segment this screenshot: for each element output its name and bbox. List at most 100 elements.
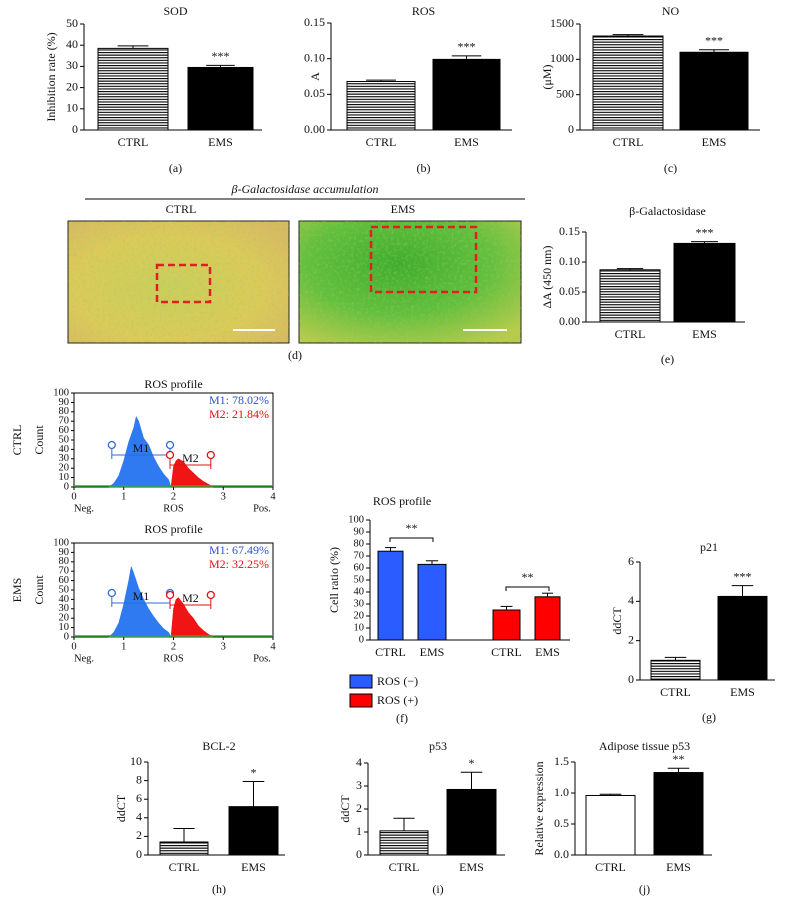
- y-tick-label: 100: [53, 537, 69, 548]
- x-tick-label: EMS: [241, 860, 266, 874]
- x-tick-label: EMS: [730, 685, 755, 699]
- y-tick-label: 500: [556, 86, 574, 100]
- x-axis-label: ROS: [163, 653, 184, 664]
- x-tick-label: CTRL: [366, 135, 397, 149]
- y-tick-label: 2: [136, 828, 142, 842]
- chart-title: BCL-2: [202, 739, 235, 753]
- chart-title: ROS profile: [144, 522, 202, 536]
- significance: ***: [458, 40, 476, 54]
- y-axis-label: Cell ratio (%): [327, 547, 341, 613]
- x-tick-label: EMS: [702, 135, 727, 149]
- y-tick-label: 80: [354, 538, 365, 549]
- legend-label: ROS (+): [377, 693, 418, 707]
- bar: [446, 788, 497, 856]
- x-tick-label: EMS: [420, 645, 445, 659]
- gate-handle: [165, 590, 175, 600]
- y-tick-label: 20: [59, 463, 70, 474]
- y-tick-label: 0: [72, 122, 78, 136]
- y-tick-label: 70: [354, 550, 365, 561]
- x-tick-label: 1: [121, 641, 126, 652]
- panel-label: (j): [639, 882, 650, 896]
- row-label: EMS: [10, 578, 24, 603]
- panel-label: (f): [396, 711, 408, 725]
- bar: [650, 659, 701, 681]
- panel-label: (e): [661, 352, 674, 366]
- bar: [653, 772, 704, 856]
- bar: [417, 563, 447, 641]
- annotation: **: [406, 521, 418, 535]
- panel-label: (h): [212, 882, 226, 896]
- x-tick-label: 4: [270, 491, 276, 502]
- texture: [299, 221, 521, 343]
- panel-label: (a): [169, 161, 182, 175]
- bar: [159, 841, 209, 856]
- y-tick-label: 60: [354, 562, 365, 573]
- bar: [432, 58, 501, 131]
- histogram-area: [108, 415, 172, 488]
- x-tick-label: EMS: [666, 860, 691, 874]
- significance: *: [469, 756, 475, 770]
- x-axis-label: ROS: [163, 503, 184, 514]
- y-tick-label: 30: [354, 598, 365, 609]
- roi-box: [369, 225, 478, 294]
- x-tick-label: EMS: [454, 135, 479, 149]
- legend-swatch: [349, 674, 373, 689]
- x-end-label: Pos.: [253, 653, 271, 664]
- y-tick-label: 4: [136, 810, 142, 824]
- x-tick-label: CTRL: [118, 135, 149, 149]
- y-tick-label: 40: [59, 594, 70, 605]
- x-tick-label: 3: [221, 641, 226, 652]
- y-tick-label: 20: [354, 610, 365, 621]
- gate-stat: M2: 32.25%: [209, 557, 269, 571]
- panel-label: (d): [288, 348, 302, 362]
- significance: **: [673, 752, 685, 766]
- y-tick-label: 30: [59, 453, 70, 464]
- x-tick-label: CTRL: [613, 135, 644, 149]
- x-tick-label: CTRL: [169, 860, 200, 874]
- significance: ***: [705, 34, 723, 48]
- x-tick-label: 4: [270, 641, 276, 652]
- x-tick-label: 3: [221, 491, 226, 502]
- y-tick-label: 40: [59, 444, 70, 455]
- y-tick-label: 70: [59, 566, 70, 577]
- y-tick-label: 100: [348, 514, 364, 525]
- y-tick-label: 10: [66, 101, 78, 115]
- y-tick-label: 1000: [550, 51, 574, 65]
- chart-title: ROS profile: [373, 494, 431, 508]
- y-tick-label: 50: [354, 574, 365, 585]
- chart-title: ROS profile: [144, 377, 202, 391]
- y-tick-label: 0: [359, 634, 364, 645]
- bar: [97, 47, 169, 131]
- x-tick-label: 2: [171, 491, 176, 502]
- image-label: CTRL: [166, 202, 197, 216]
- gate-handle: [165, 440, 175, 450]
- y-axis-label: A: [308, 72, 322, 81]
- x-tick-label: EMS: [208, 135, 233, 149]
- y-tick-label: 50: [59, 584, 70, 595]
- y-axis-label: (μM): [540, 64, 554, 89]
- bar: [346, 80, 416, 131]
- gate-handle: [165, 450, 175, 460]
- y-tick-label: 1: [356, 824, 362, 838]
- gate-handle: [107, 440, 116, 450]
- y-axis-label: Count: [32, 425, 46, 455]
- y-tick-label: 20: [66, 79, 78, 93]
- y-tick-label: 0.10: [559, 254, 580, 268]
- bar: [585, 794, 636, 856]
- y-tick-label: 0.5: [554, 816, 569, 830]
- y-tick-label: 3: [356, 778, 362, 792]
- bar: [534, 596, 561, 641]
- x-tick-label: 0: [71, 491, 76, 502]
- bar: [228, 806, 279, 856]
- bar: [599, 269, 661, 323]
- bracket: [505, 586, 550, 591]
- y-tick-label: 4: [628, 593, 634, 607]
- y-tick-label: 0.05: [559, 284, 580, 298]
- y-tick-label: 100: [53, 387, 69, 398]
- significance: ***: [734, 569, 752, 583]
- y-tick-label: 1.0: [554, 785, 569, 799]
- y-tick-label: 0.05: [304, 86, 325, 100]
- x-end-label: Neg.: [74, 653, 94, 664]
- bar: [673, 242, 736, 323]
- y-tick-label: 0.00: [559, 314, 580, 328]
